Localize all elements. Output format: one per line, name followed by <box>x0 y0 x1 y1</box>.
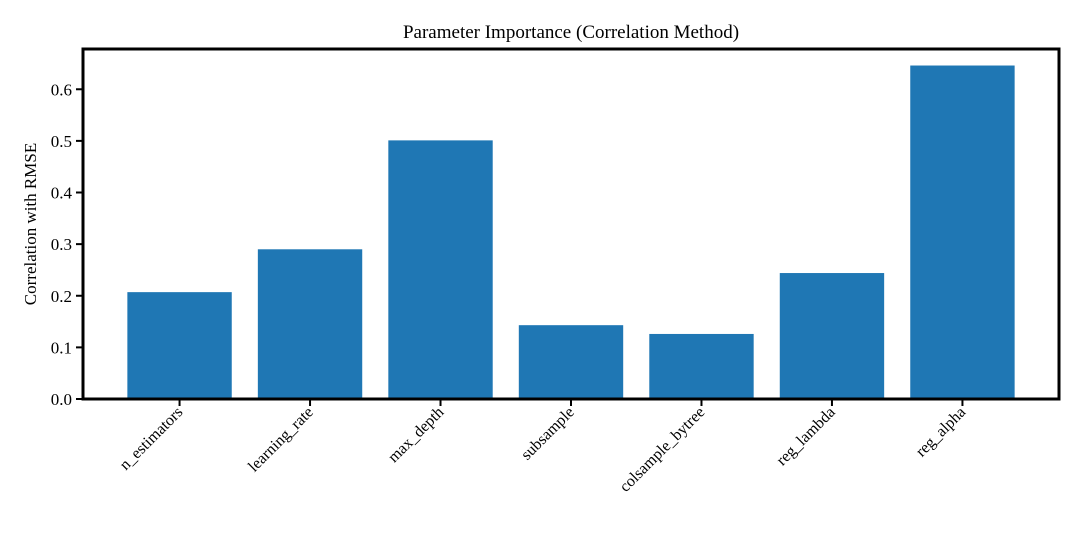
x-tick-label: reg_lambda <box>773 404 838 469</box>
bar-subsample <box>518 325 624 399</box>
x-tick-label: max_depth <box>385 404 447 466</box>
x-tick-label: n_estimators <box>117 404 187 474</box>
bar-learning_rate <box>257 249 363 399</box>
x-tick-label: subsample <box>518 404 578 464</box>
y-tick-label: 0.6 <box>51 80 72 99</box>
bar-max_depth <box>388 140 493 399</box>
y-tick-label: 0.3 <box>51 235 72 254</box>
chart-title: Parameter Importance (Correlation Method… <box>403 22 739 43</box>
y-axis-label: Correlation with RMSE <box>21 143 40 305</box>
bar-colsample_bytree <box>649 333 754 399</box>
bar-reg_alpha <box>910 65 1015 400</box>
y-tick-label: 0.5 <box>51 132 72 151</box>
y-tick-label: 0.2 <box>51 287 72 306</box>
y-tick-label: 0.1 <box>51 338 72 357</box>
plot-frame <box>81 47 1061 401</box>
bar-reg_lambda <box>779 273 885 399</box>
y-tick-label: 0.4 <box>51 184 73 203</box>
x-tick-label: colsample_bytree <box>616 404 708 496</box>
bar-n_estimators <box>127 292 232 399</box>
x-tick-label: reg_alpha <box>913 404 970 461</box>
y-tick-label: 0.0 <box>51 390 72 409</box>
x-tick-label: learning_rate <box>245 404 317 476</box>
